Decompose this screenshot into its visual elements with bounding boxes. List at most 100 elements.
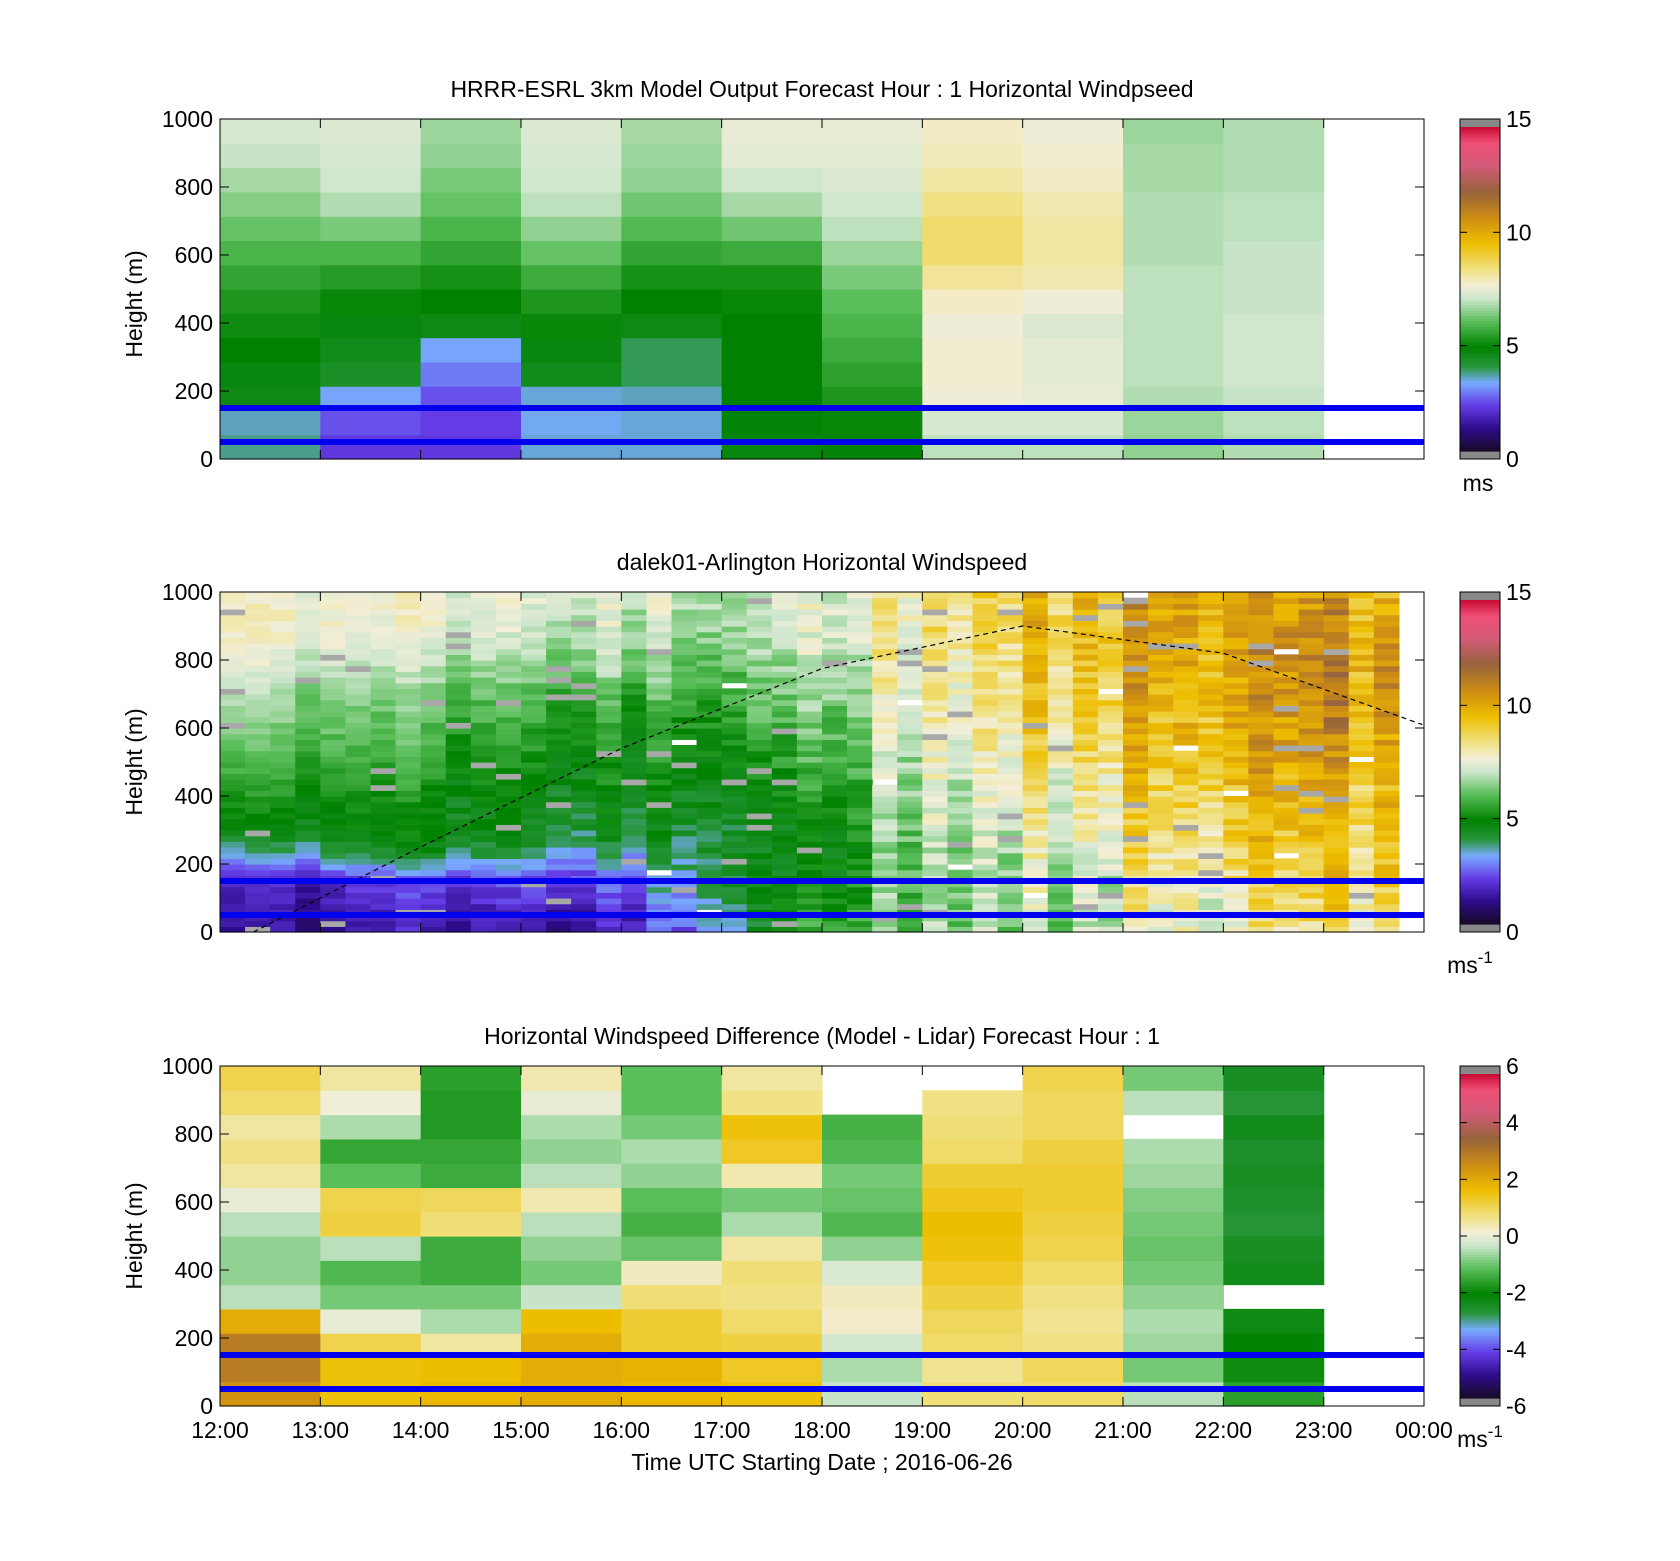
- heatmap-cell: [972, 716, 999, 723]
- heatmap-cell: [245, 694, 271, 701]
- heatmap-cell: [746, 807, 773, 814]
- heatmap-cell: [495, 750, 522, 757]
- heatmap-cell: [1047, 609, 1074, 616]
- heatmap-cell: [972, 609, 999, 616]
- heatmap-cell: [521, 773, 547, 780]
- colorbar-segment: [1460, 434, 1500, 439]
- heatmap-cell: [245, 711, 271, 718]
- heatmap-cell: [822, 677, 848, 684]
- heatmap-cell: [1097, 682, 1124, 689]
- heatmap-cell: [1123, 1138, 1224, 1164]
- heatmap-cell: [1097, 648, 1124, 655]
- heatmap-cell: [847, 773, 873, 780]
- heatmap-cell: [546, 779, 572, 786]
- heatmap-cell: [621, 1138, 723, 1164]
- heatmap-cell: [470, 767, 497, 774]
- heatmap-cell: [370, 620, 397, 627]
- heatmap-cell: [395, 597, 422, 604]
- heatmap-cell: [495, 660, 522, 667]
- colorbar-tick-label: 15: [1506, 579, 1532, 605]
- heatmap-cell: [872, 824, 898, 831]
- heatmap-cell: [972, 841, 999, 848]
- heatmap-cell: [822, 807, 848, 814]
- colorbar-segment: [1460, 302, 1500, 306]
- heatmap-cell: [320, 694, 347, 701]
- heatmap-cell: [1072, 609, 1099, 616]
- heatmap-cell: [947, 762, 974, 769]
- heatmap-cell: [1248, 790, 1275, 797]
- heatmap-cell: [947, 881, 974, 888]
- heatmap-cell: [872, 722, 898, 729]
- heatmap-cell: [847, 699, 873, 706]
- heatmap-cell: [822, 881, 848, 888]
- heatmap-cell: [746, 796, 773, 803]
- heatmap-cell: [1072, 722, 1099, 729]
- heatmap-cell: [1072, 603, 1099, 610]
- heatmap-cell: [320, 790, 347, 797]
- heatmap-cell: [721, 671, 748, 678]
- heatmap-cell: [1348, 643, 1375, 650]
- heatmap-cell: [521, 767, 547, 774]
- heatmap-cell: [370, 762, 397, 769]
- heatmap-cell: [1022, 665, 1049, 672]
- colorbar-segment: [1460, 221, 1500, 225]
- heatmap-cell: [445, 847, 472, 854]
- heatmap-cell: [220, 1284, 321, 1310]
- heatmap-cell: [220, 626, 246, 633]
- heatmap-cell: [546, 722, 572, 729]
- heatmap-cell: [1123, 1284, 1224, 1310]
- heatmap-cell: [1022, 915, 1049, 922]
- heatmap-cell: [1348, 597, 1375, 604]
- heatmap-cell: [972, 807, 999, 814]
- heatmap-cell: [220, 903, 246, 910]
- heatmap-cell: [796, 915, 823, 922]
- heatmap-cell: [420, 1357, 522, 1383]
- heatmap-cell: [1223, 722, 1250, 729]
- heatmap-cell: [1097, 886, 1124, 893]
- heatmap-cell: [320, 216, 422, 242]
- heatmap-cell: [571, 841, 597, 848]
- heatmap-cell: [295, 711, 321, 718]
- heatmap-cell: [370, 852, 397, 859]
- heatmap-cell: [947, 603, 974, 610]
- heatmap-cell: [746, 869, 773, 876]
- heatmap-cell: [445, 835, 472, 842]
- heatmap-cell: [822, 289, 923, 314]
- heatmap-cell: [822, 835, 848, 842]
- heatmap-cell: [897, 801, 923, 808]
- heatmap-cell: [395, 790, 422, 797]
- heatmap-cell: [746, 767, 773, 774]
- heatmap-cell: [997, 688, 1024, 695]
- heatmap-cell: [746, 609, 773, 616]
- heatmap-cell: [771, 830, 798, 837]
- heatmap-cell: [696, 620, 723, 627]
- colorbar-segment: [1460, 678, 1500, 682]
- heatmap-cell: [1072, 597, 1099, 604]
- colorbar-segment: [1460, 1333, 1500, 1337]
- heatmap-cell: [972, 903, 999, 910]
- heatmap-cell: [972, 864, 999, 871]
- heatmap-cell: [721, 926, 748, 933]
- heatmap-cell: [546, 597, 572, 604]
- heatmap-cell: [1223, 813, 1250, 820]
- heatmap-cell: [972, 835, 999, 842]
- heatmap-cell: [370, 892, 397, 899]
- heatmap-cell: [495, 688, 522, 695]
- heatmap-cell: [245, 671, 271, 678]
- heatmap-cell: [571, 813, 597, 820]
- heatmap-cell: [521, 1187, 622, 1213]
- heatmap-cell: [395, 660, 422, 667]
- heatmap-cell: [1123, 784, 1149, 791]
- y-tick-label: 200: [175, 1325, 213, 1351]
- heatmap-cell: [1123, 434, 1224, 460]
- heatmap-cell: [771, 915, 798, 922]
- heatmap-cell: [721, 716, 748, 723]
- y-tick-label: 400: [175, 1257, 213, 1283]
- heatmap-cell: [1022, 886, 1049, 893]
- heatmap-cell: [822, 1308, 923, 1334]
- heatmap-cell: [395, 813, 422, 820]
- heatmap-cell: [1198, 609, 1224, 616]
- heatmap-cell: [1198, 643, 1224, 650]
- heatmap-cell: [320, 864, 347, 871]
- heatmap-cell: [1223, 830, 1250, 837]
